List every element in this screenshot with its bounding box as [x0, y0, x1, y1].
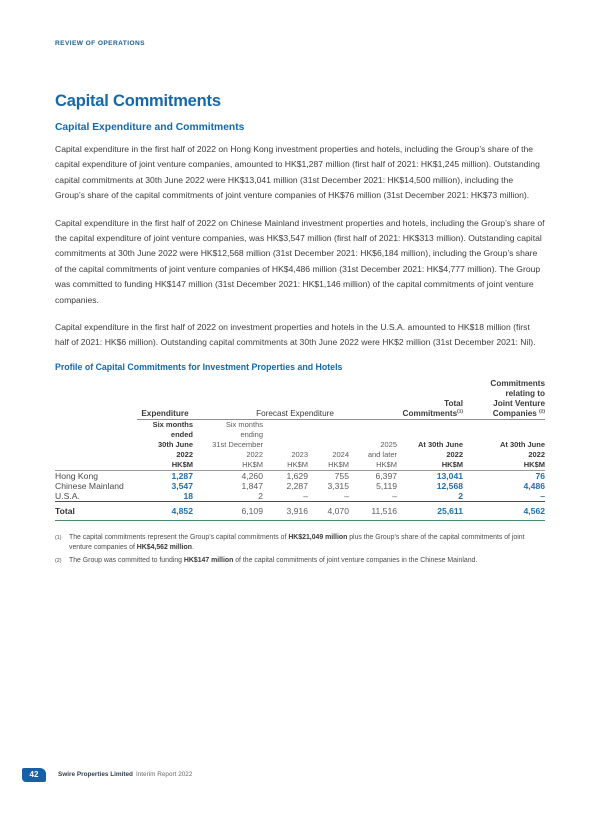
- cell-value: 2: [458, 490, 464, 501]
- table-column-header-row: Six months ended 30th June 2022 HK$M Six…: [55, 419, 546, 471]
- cell-value: 76: [535, 470, 546, 481]
- group-header-total-text: Total Commitments: [402, 398, 464, 418]
- column-header-total-at-30-june: At 30th June 2022 HK$M: [397, 419, 464, 471]
- footer-text: Swire Properties Limited Interim Report 2…: [58, 771, 192, 778]
- paragraph-usa: Capital expenditure in the first half of…: [55, 322, 536, 348]
- row-label: Chinese Mainland: [55, 480, 124, 491]
- footnote-marker: (2): [55, 557, 62, 564]
- column-header-2023: 2023 HK$M: [263, 419, 308, 471]
- cell-value: 4,486: [523, 480, 546, 491]
- capital-commitments-table: Expenditure Forecast Expenditure Total C…: [55, 378, 546, 522]
- cell-value: 1,287: [171, 470, 193, 481]
- column-header-2024: 2024 HK$M: [308, 419, 349, 471]
- footnote-2: (2) The Group was committed to funding H…: [55, 556, 548, 567]
- footnotes: (1) The capital commitments represent th…: [55, 533, 548, 566]
- cell-value: 11,516: [349, 500, 398, 522]
- column-header-six-months-ending: Six months ending 31st December 2022 HK$…: [193, 419, 263, 471]
- page-content: REVIEW OF OPERATIONS Capital Commitments…: [55, 40, 548, 566]
- cell-value: 4,070: [308, 500, 349, 522]
- cell-value: 3,916: [263, 500, 308, 522]
- table-group-header-row: Expenditure Forecast Expenditure Total C…: [55, 378, 546, 420]
- footnote-ref-1: (1): [457, 409, 464, 415]
- cell-value: –: [392, 490, 398, 501]
- footnote-ref-2: (2): [539, 409, 546, 415]
- column-header-jv-at-30-june: At 30th June 2022 HK$M: [463, 419, 546, 471]
- column-header-2025-and-later: 2025 and later HK$M: [349, 419, 398, 471]
- table-row-total: Total 4,852 6,109 3,916 4,070 11,516 25,…: [55, 500, 546, 522]
- row-label: Total: [55, 500, 137, 522]
- cell-value: 3,315: [327, 480, 349, 491]
- paragraph-chinese-mainland: Capital expenditure in the first half of…: [55, 217, 545, 305]
- table-row-usa: U.S.A. 18 2 – – – 2 –: [55, 491, 545, 502]
- cell-value: 6,109: [193, 500, 263, 522]
- cell-value: 2: [258, 490, 263, 501]
- cell-value: 5,119: [376, 480, 398, 491]
- cell-value: 1,629: [286, 470, 308, 481]
- cell-value: 3,547: [171, 480, 193, 491]
- table-title: Profile of Capital Commitments for Inves…: [55, 361, 343, 372]
- group-header-forecast-expenditure: Forecast Expenditure: [193, 378, 398, 420]
- cell-value: –: [303, 490, 308, 501]
- group-header-expenditure: Expenditure: [137, 378, 193, 420]
- page-footer: 42 Swire Properties Limited Interim Repor…: [0, 766, 600, 782]
- group-header-total-commitments: Total Commitments(1): [397, 378, 464, 420]
- cell-value: 12,568: [436, 480, 464, 491]
- cell-value: 25,611: [397, 500, 464, 522]
- section-heading: Capital Expenditure and Commitments: [55, 122, 245, 133]
- cell-value: 4,260: [241, 470, 263, 481]
- column-header-six-months-ended: Six months ended 30th June 2022 HK$M: [137, 419, 193, 471]
- page-title: Capital Commitments: [55, 92, 221, 110]
- cell-value: –: [540, 490, 546, 501]
- column-header-spacer: [55, 419, 137, 471]
- group-header-jv-text: Commitments relating to Joint Venture Co…: [490, 378, 546, 418]
- footer-report-name: Interim Report 2022: [135, 771, 193, 778]
- cell-value: 4,852: [137, 500, 193, 522]
- section-eyebrow: REVIEW OF OPERATIONS: [55, 40, 145, 47]
- cell-value: 13,041: [436, 470, 464, 481]
- cell-value: 18: [183, 490, 193, 501]
- cell-value: 2,287: [286, 480, 308, 491]
- footnote-1: (1) The capital commitments represent th…: [55, 533, 548, 552]
- cell-value: 4,562: [463, 500, 546, 522]
- footnote-marker: (1): [55, 535, 62, 542]
- page-number-badge: 42: [22, 768, 46, 782]
- cell-value: 1,847: [241, 480, 263, 491]
- group-header-jv-commitments: Commitments relating to Joint Venture Co…: [463, 378, 546, 420]
- paragraph-hong-kong: Capital expenditure in the first half of…: [55, 144, 540, 201]
- table-row-hong-kong: Hong Kong 1,287 4,260 1,629 755 6,397 13…: [55, 470, 545, 481]
- cell-value: 755: [334, 470, 349, 481]
- row-label: U.S.A.: [55, 490, 80, 501]
- footnote-text: The Group was committed to funding HK$14…: [69, 556, 478, 564]
- group-header-spacer: [55, 379, 137, 420]
- cell-value: 6,397: [375, 470, 398, 481]
- cell-value: –: [344, 490, 349, 501]
- footnote-text: The capital commitments represent the Gr…: [69, 534, 525, 551]
- row-label: Hong Kong: [55, 470, 99, 481]
- table-row-chinese-mainland: Chinese Mainland 3,547 1,847 2,287 3,315…: [55, 481, 545, 491]
- footer-company-name: Swire Properties Limited: [58, 771, 133, 778]
